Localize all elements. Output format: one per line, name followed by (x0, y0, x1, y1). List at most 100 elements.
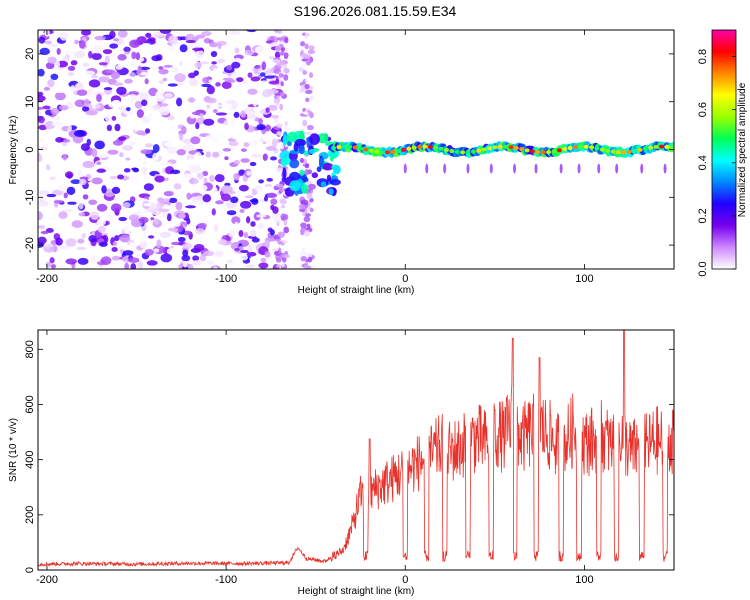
heatmap-cell (176, 97, 183, 107)
heatmap-cell (162, 262, 170, 269)
heatmap-cell (279, 92, 285, 97)
heatmap-cell (205, 151, 212, 158)
heatmap-cell (230, 196, 239, 204)
heatmap-cell (88, 235, 97, 243)
colorbar-tick-label: 0.4 (697, 155, 709, 170)
heatmap-cell (163, 191, 174, 197)
colorbar: 0.0 0.2 0.4 0.6 0.8 Normalized spectral ampl… (697, 29, 748, 277)
heatmap-cell (282, 167, 287, 179)
heatmap-cell (225, 100, 237, 104)
heatmap-cell (271, 138, 278, 148)
heatmap-cell (307, 256, 313, 263)
heatmap-cell (182, 249, 189, 257)
heatmap-cell (187, 158, 195, 166)
heatmap-cell (38, 36, 46, 44)
heatmap-cell (263, 195, 269, 202)
heatmap-cell (63, 138, 71, 143)
heatmap-cell (147, 112, 153, 121)
heatmap-cell (96, 168, 107, 173)
heatmap-cell (91, 75, 99, 79)
heatmap-cell (67, 65, 76, 71)
heatmap-cell (63, 220, 70, 228)
heatmap-cell (100, 256, 112, 266)
heatmap-cell (191, 111, 202, 116)
heatmap-cell (111, 115, 117, 121)
heatmap-cell (53, 177, 63, 187)
heatmap-cell (164, 92, 173, 98)
heatmap-cell (231, 72, 240, 80)
heatmap-cell (319, 156, 325, 168)
heatmap-cell (272, 59, 281, 64)
colorbar-tick-label: 0.6 (697, 102, 709, 117)
heatmap-cell (492, 145, 498, 150)
heatmap-cell (74, 129, 86, 138)
heatmap-cell (663, 163, 667, 174)
heatmap-cell (208, 79, 220, 84)
heatmap-cell (244, 122, 249, 131)
heatmap-cell (58, 104, 69, 111)
heatmap-cell (425, 163, 429, 174)
heatmap-cell (280, 81, 284, 87)
heatmap-cell (114, 235, 120, 242)
y-tick-label: -10 (24, 189, 36, 205)
heatmap-cell (406, 146, 412, 151)
heatmap-cell (91, 148, 98, 158)
heatmap-cell (124, 262, 129, 269)
heatmap-cell (76, 246, 87, 251)
heatmap-cell (287, 131, 298, 143)
heatmap-cell (53, 115, 62, 121)
heatmap-cell (508, 145, 514, 150)
heatmap-cell (101, 250, 110, 256)
heatmap-cell (185, 205, 197, 209)
heatmap-cell (281, 240, 288, 244)
heatmap-cell (331, 145, 337, 150)
heatmap-cell (137, 65, 142, 74)
heatmap-cell (653, 144, 659, 149)
heatmap-cell (144, 143, 154, 148)
heatmap-cell (254, 185, 263, 192)
heatmap-cell (129, 39, 141, 48)
heatmap-cell (374, 149, 380, 154)
spectrogram-y-ticks: -20 -10 0 10 20 (24, 48, 674, 253)
heatmap-cell (130, 263, 137, 269)
heatmap-cell (88, 79, 101, 88)
heatmap-cell (43, 86, 50, 91)
heatmap-cell (243, 142, 250, 148)
heatmap-cell (270, 204, 275, 211)
heatmap-cell (181, 254, 191, 262)
heatmap-cell (50, 97, 55, 105)
heatmap-cell (150, 217, 155, 221)
heatmap-cell (88, 199, 98, 205)
heatmap-cell (640, 163, 644, 174)
heatmap-cell (82, 62, 89, 67)
heatmap-cell (567, 145, 573, 150)
heatmap-cell (91, 177, 103, 185)
heatmap-cell (239, 208, 245, 214)
heatmap-cell (234, 47, 240, 54)
heatmap-cell (307, 183, 316, 190)
heatmap-cell (96, 93, 102, 103)
heatmap-cell (152, 152, 159, 161)
heatmap-cell (189, 78, 199, 87)
heatmap-cell (243, 232, 249, 238)
heatmap-cell (162, 77, 168, 82)
heatmap-cell (38, 91, 44, 97)
heatmap-cell (287, 140, 292, 147)
heatmap-cell (70, 85, 76, 93)
heatmap-cell (303, 216, 311, 223)
heatmap-cell (283, 226, 290, 234)
heatmap-cell (211, 208, 216, 216)
heatmap-cell (329, 178, 341, 186)
heatmap-cell (153, 218, 160, 225)
heatmap-cell (248, 141, 259, 145)
heatmap-cell (176, 149, 186, 156)
heatmap-cell (122, 145, 133, 151)
heatmap-cell (642, 146, 648, 151)
heatmap-cell (282, 64, 288, 69)
heatmap-cell (267, 227, 273, 233)
heatmap-cell (320, 181, 327, 188)
heatmap-cell (122, 202, 131, 208)
heatmap-cell (113, 99, 121, 107)
heatmap-cell (177, 213, 186, 219)
